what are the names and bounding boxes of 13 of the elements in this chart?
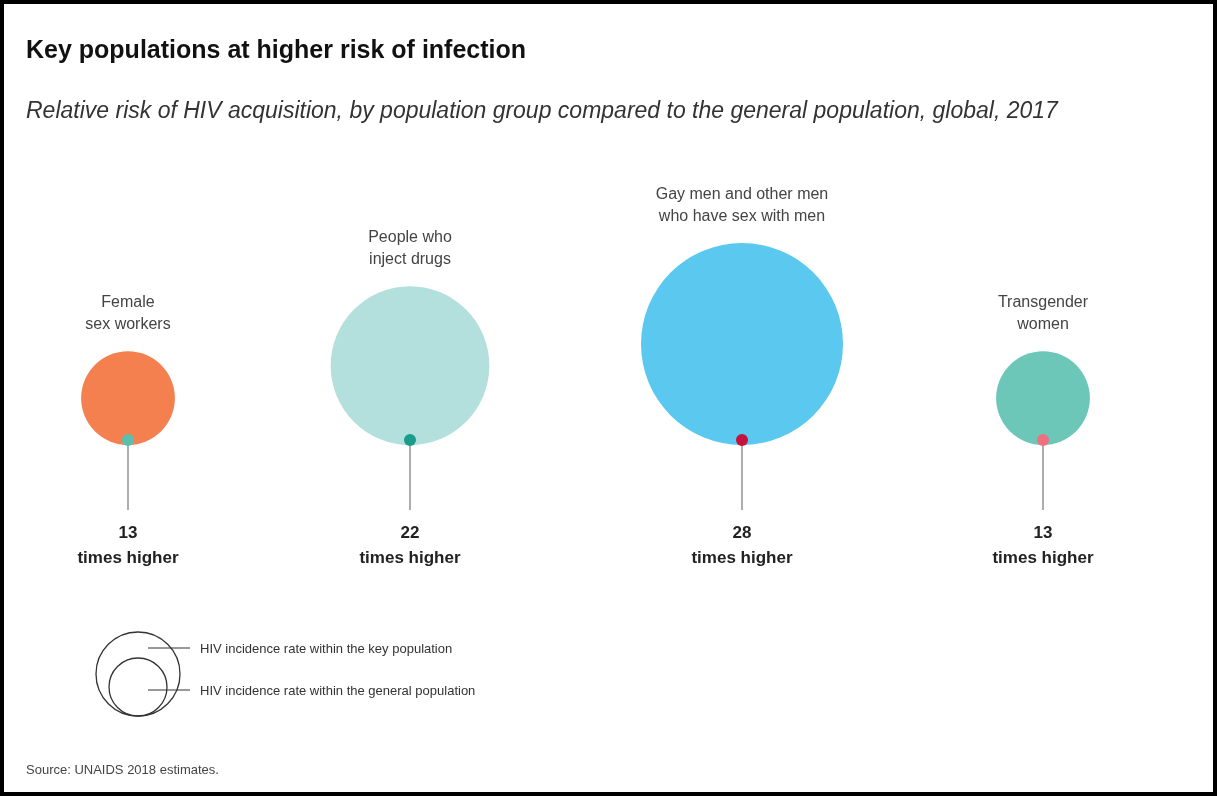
data-label: 22 times higher — [359, 523, 461, 567]
category-label: Female sex workers — [85, 293, 171, 333]
data-label: 13 times higher — [992, 523, 1094, 567]
text: HIV incidence rate within the general population — [200, 683, 476, 698]
category-label: Transgender women — [997, 293, 1089, 333]
text: HIV incidence rate within the key population — [200, 641, 453, 656]
category-label: Gay men and other men who have sex with men — [655, 185, 829, 224]
source-note: Source: UNAIDS 2018 estimates. — [26, 762, 219, 777]
data-label: 28 times higher — [691, 523, 793, 567]
category-label: People who inject drugs — [368, 228, 452, 268]
data-label: 13 times higher — [77, 523, 179, 567]
text: Relative risk of HIV acquisition, by population group compared to the general population, global, 2017 — [26, 97, 1060, 123]
text: Key populations at higher risk of infection — [26, 35, 527, 63]
